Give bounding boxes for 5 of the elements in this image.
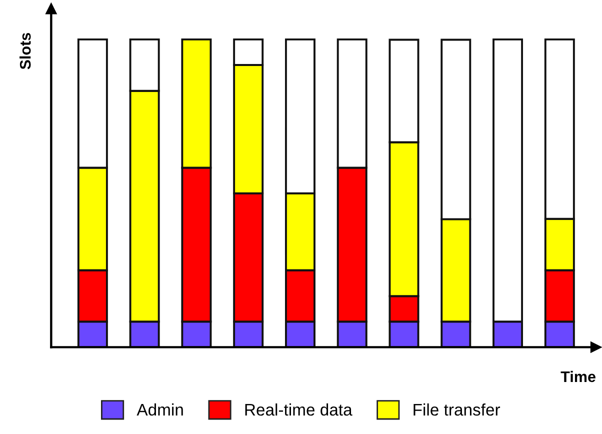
y-axis-title: Slots: [20, 33, 31, 70]
legend-label: File transfer: [414, 403, 500, 416]
legend-label: Admin: [136, 403, 183, 416]
x-axis-title: Time: [560, 370, 596, 382]
legend-label: Real-time data: [245, 403, 352, 416]
